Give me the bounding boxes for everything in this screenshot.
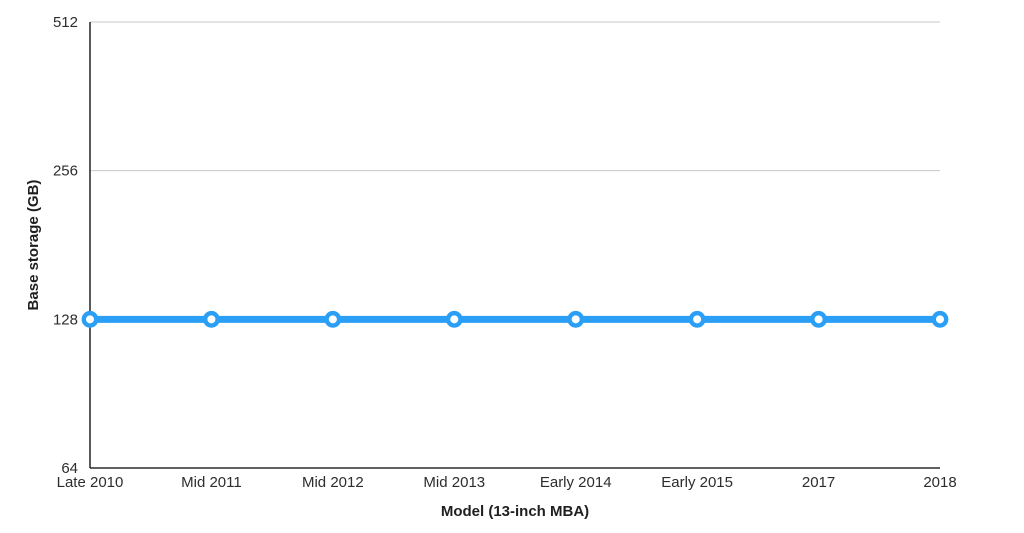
y-tick-label: 128 [53, 311, 78, 328]
data-point-marker [567, 310, 585, 328]
x-tick-label: Mid 2011 [181, 474, 242, 491]
y-tick-label: 512 [53, 14, 78, 31]
gridlines [90, 21, 940, 320]
data-point-marker [688, 310, 706, 328]
data-point-marker [203, 310, 220, 328]
y-tick-label: 256 [53, 163, 78, 180]
x-tick-labels: Late 2010 Mid 2011 Mid 2012 Mid 2013 Early 2… [57, 474, 957, 491]
x-tick-label: 2018 [923, 474, 956, 491]
x-tick-label: Early 2014 [540, 474, 612, 491]
data-point-marker [931, 310, 949, 328]
data-point-marker [81, 310, 99, 328]
x-axis-title: Model (13-inch MBA) [441, 503, 589, 520]
data-point-marker [445, 310, 463, 328]
x-tick-label: Late 2010 [57, 474, 124, 491]
y-tick-labels: 512 256 128 64 [53, 14, 78, 477]
data-series [81, 310, 949, 328]
x-tick-label: Mid 2013 [423, 474, 485, 491]
data-point-marker [324, 310, 342, 328]
axes [89, 22, 940, 469]
y-tick-label: 64 [61, 460, 78, 477]
data-point-marker [810, 310, 827, 328]
x-tick-label: Mid 2012 [302, 474, 364, 491]
y-axis-title: Base storage (GB) [25, 180, 42, 311]
x-tick-label: 2017 [802, 474, 835, 491]
x-tick-label: Early 2015 [661, 474, 733, 491]
